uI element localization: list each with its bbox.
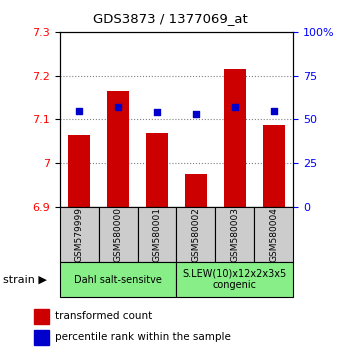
Text: strain ▶: strain ▶ [3,275,47,285]
Text: GSM580000: GSM580000 [114,207,122,262]
Text: S.LEW(10)x12x2x3x5
congenic: S.LEW(10)x12x2x3x5 congenic [183,269,287,291]
Bar [34,309,49,324]
Text: Dahl salt-sensitve: Dahl salt-sensitve [74,275,162,285]
Text: GSM580001: GSM580001 [152,207,162,262]
Text: GDS3873 / 1377069_at: GDS3873 / 1377069_at [93,12,248,25]
Bar [263,125,284,207]
Point [232,104,238,110]
Bar [60,207,99,262]
Text: GSM579999: GSM579999 [75,207,84,262]
Text: percentile rank within the sample: percentile rank within the sample [55,332,231,342]
Bar [99,207,137,262]
Point [154,110,160,115]
Text: GSM580004: GSM580004 [269,207,278,262]
Text: GSM580002: GSM580002 [191,207,201,262]
Bar [216,207,254,262]
Bar [185,174,207,207]
Bar [107,91,129,207]
Bar [34,330,49,345]
Bar [224,69,246,207]
Point [193,112,199,117]
Bar [60,262,177,297]
Text: transformed count: transformed count [55,311,152,321]
Bar [146,133,168,207]
Point [271,108,277,114]
Point [115,104,121,110]
Bar [177,262,293,297]
Bar [69,135,90,207]
Text: GSM580003: GSM580003 [231,207,239,262]
Bar [254,207,293,262]
Bar [137,207,177,262]
Point [76,108,82,114]
Bar [177,207,216,262]
